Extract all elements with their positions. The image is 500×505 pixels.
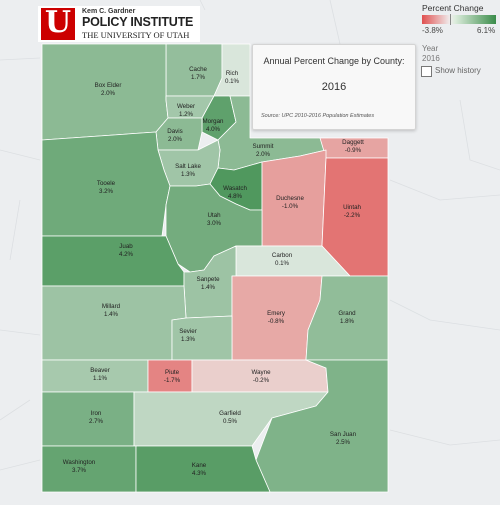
county-name: Uintah: [343, 204, 361, 211]
county-name: Grand: [338, 310, 356, 317]
county-name: Beaver: [90, 367, 110, 374]
county-name: Box Elder: [95, 82, 122, 89]
county-name: Juab: [119, 243, 133, 250]
county-value: 3.7%: [72, 467, 87, 474]
county-name: Rich: [226, 70, 239, 77]
county-name: Tooele: [97, 180, 116, 187]
county-name: Weber: [177, 103, 195, 110]
county-millard[interactable]: [41, 285, 187, 361]
show-history-checkbox[interactable]: [421, 66, 432, 77]
county-value: -1.7%: [164, 377, 181, 384]
county-name: Washington: [63, 459, 96, 466]
county-value: 2.7%: [89, 418, 104, 425]
gardner-institute-logo: U Kem C. Gardner POLICY INSTITUTE THE UN…: [38, 6, 200, 42]
county-value: 2.0%: [256, 151, 271, 158]
logo-line-1: Kem C. Gardner: [82, 8, 136, 15]
county-name: Emery: [267, 310, 286, 317]
county-kane[interactable]: [135, 445, 271, 493]
show-history-label[interactable]: Show history: [435, 66, 481, 75]
county-value: 0.1%: [275, 260, 290, 267]
source-note: Source: UPC 2010-2016 Population Estimat…: [261, 113, 375, 119]
county-value: 1.4%: [104, 311, 119, 318]
county-value: 1.7%: [191, 74, 206, 81]
county-name: Summit: [253, 143, 274, 150]
county-name: Utah: [207, 212, 221, 219]
county-name: Carbon: [272, 252, 293, 259]
county-value: 4.8%: [228, 193, 243, 200]
background-roads: [0, 0, 500, 471]
u-emblem-letter: U: [44, 5, 72, 40]
county-name: Cache: [189, 66, 207, 73]
county-name: Piute: [165, 369, 180, 376]
county-value: 1.3%: [181, 336, 196, 343]
county-name: Sevier: [179, 328, 197, 335]
logo-line-2: POLICY INSTITUTE: [82, 15, 194, 29]
title-box: Annual Percent Change by County: 2016 So…: [252, 44, 416, 130]
county-value: 0.1%: [225, 78, 240, 85]
county-value: -0.9%: [345, 147, 362, 154]
county-name: Iron: [91, 410, 102, 417]
county-name: Wasatch: [223, 185, 247, 192]
county-value: 2.5%: [336, 439, 351, 446]
county-value: 0.5%: [223, 418, 238, 425]
logo-line-3: THE UNIVERSITY OF UTAH: [82, 30, 190, 40]
map-title: Annual Percent Change by County:: [263, 56, 405, 66]
county-value: 4.2%: [119, 251, 134, 258]
county-value: 4.0%: [206, 126, 221, 133]
county-juab[interactable]: [41, 235, 185, 287]
county-name: Wayne: [251, 369, 271, 376]
legend-title: Percent Change: [422, 3, 484, 13]
map-year: 2016: [321, 81, 347, 93]
county-piute[interactable]: [147, 359, 193, 393]
county-wayne[interactable]: [191, 359, 329, 393]
county-washington[interactable]: [41, 445, 137, 493]
county-name: Salt Lake: [175, 163, 201, 170]
county-name: Sanpete: [196, 276, 220, 283]
county-sevier[interactable]: [171, 315, 233, 361]
year-filter-label: Year: [422, 44, 439, 53]
county-value: 1.3%: [181, 171, 196, 178]
county-name: Duchesne: [276, 195, 304, 202]
county-value: 1.2%: [179, 111, 194, 118]
county-value: 3.2%: [99, 188, 114, 195]
legend-gradient: [422, 15, 496, 24]
county-value: 1.8%: [340, 318, 355, 325]
legend-zero-tick: [450, 14, 451, 25]
county-value: -2.2%: [344, 212, 361, 219]
county-value: 2.0%: [168, 136, 183, 143]
u-emblem: [41, 8, 75, 40]
county-name: Millard: [102, 303, 121, 310]
county-value: 1.1%: [93, 375, 108, 382]
legend-min-label: -3.8%: [422, 26, 443, 35]
county-value: 4.3%: [192, 470, 207, 477]
county-value: -0.8%: [268, 318, 285, 325]
year-filter-value[interactable]: 2016: [422, 54, 440, 63]
county-value: 3.0%: [207, 220, 222, 227]
county-san-juan[interactable]: [255, 359, 389, 493]
county-name: Kane: [192, 462, 207, 469]
legend-panel: Percent Change -3.8% 6.1% Year 2016 Show…: [418, 0, 500, 90]
county-name: Morgan: [203, 118, 225, 125]
legend-max-label: 6.1%: [477, 26, 496, 35]
county-value: 2.0%: [101, 90, 116, 97]
county-value: -1.0%: [282, 203, 299, 210]
county-name: San Juan: [330, 431, 357, 438]
county-value: -0.2%: [253, 377, 270, 384]
county-name: Garfield: [219, 410, 241, 417]
county-value: 1.4%: [201, 284, 216, 291]
county-name: Daggett: [342, 139, 364, 146]
county-name: Davis: [167, 128, 182, 135]
